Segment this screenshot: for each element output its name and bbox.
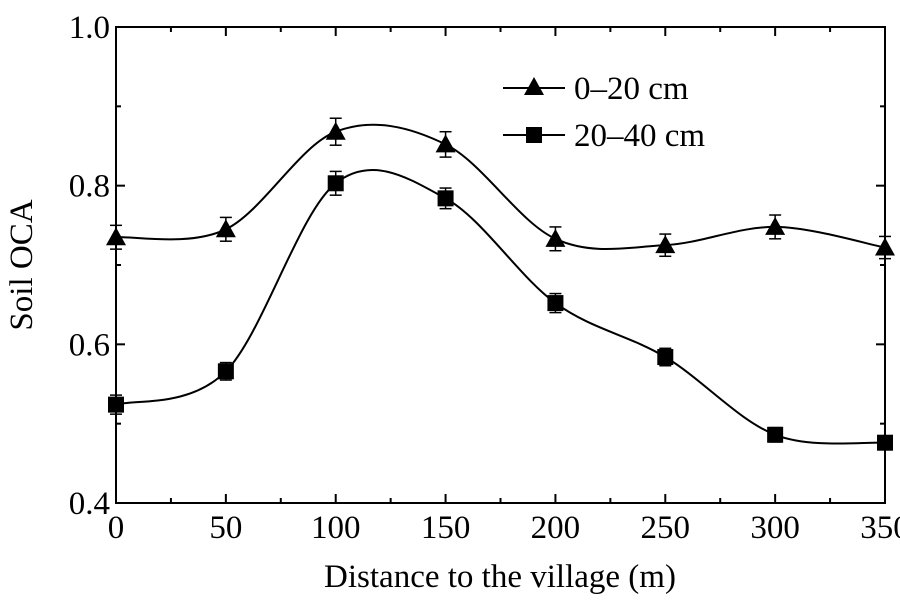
data-point-triangle	[655, 235, 676, 254]
y-tick-label: 0.6	[69, 327, 110, 363]
y-tick-label: 0.4	[69, 486, 110, 522]
x-tick-label: 200	[531, 510, 581, 546]
y-tick-label: 0.8	[69, 169, 110, 205]
legend-triangle-icon	[524, 77, 544, 95]
legend: 0–20 cm 20–40 cm	[503, 71, 705, 154]
data-point-square	[547, 295, 564, 312]
data-point-triangle	[435, 134, 456, 153]
data-point-triangle	[765, 216, 786, 235]
x-tick-label: 300	[750, 510, 800, 546]
data-point-triangle	[106, 227, 126, 246]
series-markers	[106, 121, 895, 451]
data-point-square	[437, 190, 454, 207]
series-line-1	[115, 123, 886, 251]
y-axis-title: Soil OCA	[4, 199, 40, 330]
data-point-triangle	[875, 237, 895, 256]
x-axis-title: Distance to the village (m)	[324, 559, 676, 595]
x-tick-label: 250	[641, 510, 691, 546]
data-point-square	[877, 434, 893, 451]
data-point-triangle	[325, 121, 346, 140]
data-point-square	[108, 396, 124, 413]
series-curves	[115, 123, 886, 445]
legend-square-icon	[526, 127, 542, 143]
data-point-triangle	[545, 228, 566, 247]
data-point-triangle	[215, 219, 236, 238]
x-tick-label: 350	[860, 510, 900, 546]
data-point-square	[767, 426, 784, 443]
data-point-square	[327, 175, 344, 192]
legend-label-series-1: 0–20 cm	[574, 71, 689, 107]
y-tick-label: 1.0	[69, 10, 110, 46]
x-tick-label: 0	[108, 510, 125, 546]
data-point-square	[217, 363, 234, 380]
x-tick-label: 50	[209, 510, 242, 546]
error-bars	[110, 117, 891, 450]
x-tick-label: 100	[311, 510, 361, 546]
legend-label-series-2: 20–40 cm	[574, 118, 705, 154]
series-line-2	[115, 168, 886, 445]
axis-ticks: 0 50 100 150 200 250 300 350 0.4 0.6 0.8 1.0	[69, 10, 900, 546]
x-tick-label: 150	[421, 510, 471, 546]
data-point-square	[657, 349, 674, 366]
